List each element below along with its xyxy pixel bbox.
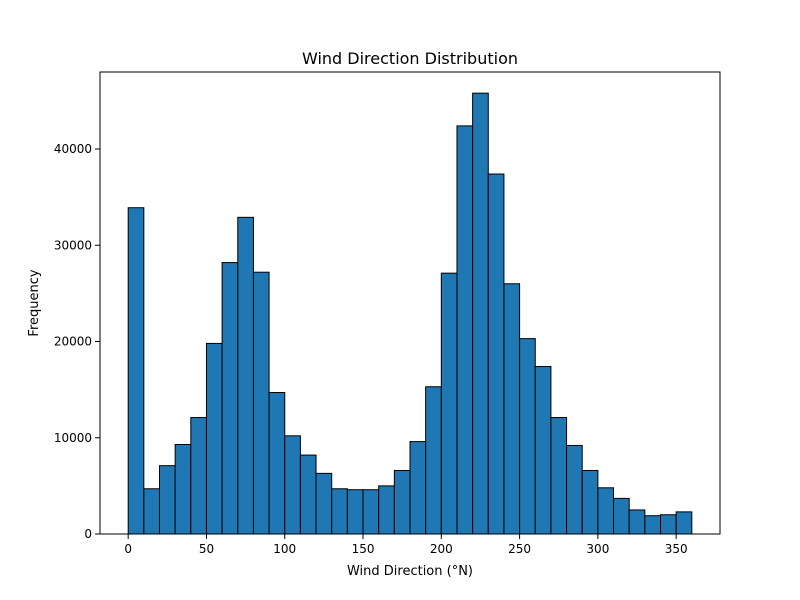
histogram-bar-16: [378, 485, 395, 535]
y-axis-label: Frequency: [27, 269, 42, 336]
x-tick-label: 50: [199, 542, 214, 556]
histogram-bar-7: [237, 216, 254, 535]
histogram-bar-31: [613, 497, 630, 535]
histogram-bar-24: [503, 283, 521, 535]
histogram-bar-29: [581, 469, 599, 535]
histogram-bar-27: [550, 417, 568, 535]
y-tick-label: 20000: [54, 335, 92, 349]
y-tick-label: 40000: [54, 142, 92, 156]
x-axis-label: Wind Direction (°N): [347, 564, 473, 579]
histogram-bar-8: [252, 271, 270, 535]
histogram-bar-26: [534, 366, 552, 535]
histogram-bar-18: [409, 441, 427, 535]
histogram-bar-22: [472, 92, 489, 535]
x-tick-label: 150: [352, 542, 375, 556]
histogram-bar-28: [566, 444, 583, 535]
histogram-bar-25: [519, 338, 536, 535]
histogram-bar-35: [675, 511, 693, 535]
histogram-bar-2: [158, 465, 176, 535]
histogram-bar-6: [221, 262, 239, 535]
histogram-bar-21: [456, 125, 474, 535]
histogram-bar-15: [362, 489, 380, 535]
histogram-bar-23: [487, 173, 505, 535]
x-tick-label: 100: [273, 542, 296, 556]
histogram-bar-1: [143, 488, 160, 535]
x-axis: 0 50 100 150 200 250 300 350: [124, 534, 688, 556]
histogram-bar-4: [190, 417, 207, 535]
histogram-bar-0: [127, 207, 145, 535]
y-tick-label: 10000: [54, 431, 92, 445]
bars-group: [127, 92, 693, 535]
x-tick-label: 0: [124, 542, 132, 556]
histogram-bar-19: [425, 386, 442, 535]
histogram-bar-14: [346, 489, 364, 535]
histogram-bar-9: [268, 392, 286, 535]
chart-title: Wind Direction Distribution: [302, 49, 518, 68]
histogram-bar-34: [660, 514, 677, 535]
plot-frame: [99, 71, 721, 535]
x-tick-label: 250: [508, 542, 531, 556]
x-tick-label: 350: [665, 542, 688, 556]
y-tick-label: 30000: [54, 238, 92, 252]
histogram-bar-32: [628, 509, 646, 535]
histogram-bar-12: [315, 472, 333, 535]
histogram-bar-33: [644, 515, 662, 535]
histogram-bar-30: [597, 487, 615, 535]
y-tick-label: 0: [84, 527, 92, 541]
histogram-bar-17: [393, 469, 411, 535]
histogram-bar-3: [174, 443, 192, 535]
histogram-bar-5: [205, 342, 223, 535]
histogram-bar-11: [299, 454, 317, 535]
x-tick-label: 200: [430, 542, 453, 556]
histogram-bar-13: [331, 488, 348, 535]
histogram-bar-20: [440, 272, 458, 535]
y-axis: 0 10000 20000 30000 40000: [54, 142, 100, 541]
x-tick-label: 300: [586, 542, 609, 556]
histogram-bar-10: [284, 435, 301, 535]
